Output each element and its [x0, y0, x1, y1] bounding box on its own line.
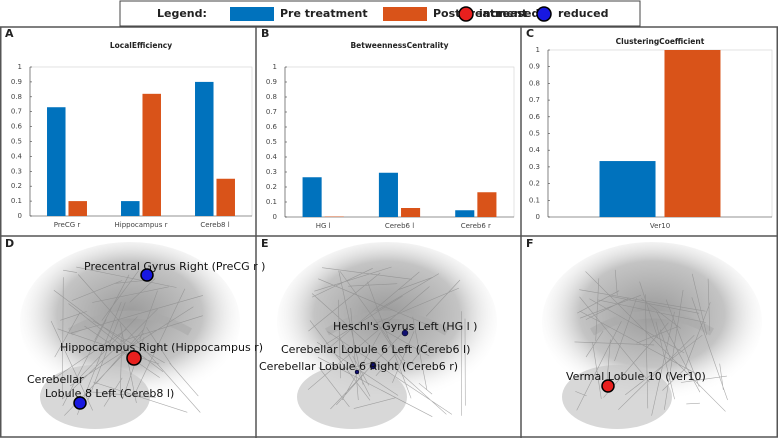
y-tick-label: 0 [536, 213, 540, 221]
x-tick-label: PreCG r [54, 221, 81, 229]
legend-label: reduced [558, 7, 608, 20]
y-tick-label: 0 [18, 212, 22, 220]
y-tick-label: 0.4 [529, 146, 541, 154]
legend-label: increased [479, 7, 539, 20]
x-tick-label: Ver10 [650, 222, 670, 230]
y-tick-label: 0.6 [529, 113, 541, 121]
bar [142, 94, 161, 216]
y-tick-label: 0.5 [529, 130, 540, 138]
panel-label: F [526, 237, 534, 250]
x-tick-label: HG l [316, 222, 331, 230]
bar [47, 107, 66, 216]
y-tick-label: 0.6 [266, 123, 278, 131]
brain-node [355, 370, 359, 374]
y-tick-label: 0.3 [266, 168, 277, 176]
legend-title: Legend: [157, 7, 207, 20]
y-tick-label: 0.8 [11, 93, 22, 101]
y-tick-label: 0.5 [266, 138, 277, 146]
panel-label: D [5, 237, 14, 250]
legend-marker [537, 7, 551, 21]
chart-title: BetweennessCentrality [350, 41, 448, 50]
legend-swatch [230, 7, 274, 21]
y-tick-label: 0.2 [266, 183, 277, 191]
y-tick-label: 0.2 [11, 182, 22, 190]
y-tick-label: 0.3 [529, 163, 540, 171]
bar [68, 201, 87, 216]
brain-node [127, 351, 141, 365]
node-label: Cerebellar [27, 373, 84, 386]
y-tick-label: 0.2 [529, 180, 540, 188]
y-tick-label: 0.5 [11, 138, 22, 146]
node-label: Lobule 8 Left (Cereb8 l) [45, 387, 174, 400]
bar [455, 210, 474, 217]
y-tick-label: 0.8 [529, 79, 540, 87]
chart-title: ClusteringCoefficient [616, 37, 705, 46]
y-tick-label: 0 [273, 213, 277, 221]
y-tick-label: 0.9 [266, 78, 277, 86]
node-label: Precentral Gyrus Right (PreCG r ) [84, 260, 265, 273]
y-tick-label: 0.7 [11, 108, 22, 116]
x-tick-label: Cereb6 l [385, 222, 414, 230]
bar [401, 208, 420, 217]
legend-marker [459, 7, 473, 21]
y-tick-label: 0.1 [529, 196, 540, 204]
node-label: Hippocampus Right (Hippocampus r) [60, 341, 263, 354]
y-tick-label: 0.7 [266, 108, 277, 116]
bar [477, 192, 496, 217]
panel-label: E [261, 237, 269, 250]
y-tick-label: 0.1 [11, 197, 22, 205]
bar [216, 179, 235, 216]
panel-label: C [526, 27, 534, 40]
bar [303, 177, 322, 217]
bar [195, 82, 214, 216]
y-tick-label: 1 [536, 46, 540, 54]
node-label: Cerebellar Lobule 6 Left (Cereb6 l) [281, 343, 470, 356]
x-tick-label: Hippocampus r [115, 221, 168, 229]
y-tick-label: 1 [273, 63, 277, 71]
x-tick-label: Cereb6 r [461, 222, 491, 230]
bar [600, 161, 656, 217]
bar [379, 173, 398, 217]
legend-label: Pre treatment [280, 7, 368, 20]
brain-node [141, 269, 153, 281]
chart-title: LocalEfficiency [110, 41, 172, 50]
y-tick-label: 0.7 [529, 96, 540, 104]
node-label: Vermal Lobule 10 (Ver10) [566, 370, 706, 383]
y-tick-label: 0.4 [11, 152, 23, 160]
panel-label: A [5, 27, 14, 40]
y-tick-label: 0.9 [529, 63, 540, 71]
panel-label: B [261, 27, 269, 40]
y-tick-label: 0.9 [11, 78, 22, 86]
y-tick-label: 0.6 [11, 123, 23, 131]
y-tick-label: 0.8 [266, 93, 277, 101]
brain-node [402, 330, 408, 336]
y-tick-label: 0.1 [266, 198, 277, 206]
legend-swatch [383, 7, 427, 21]
brain-node [74, 397, 86, 409]
brain-node [602, 380, 614, 392]
plot-area [548, 50, 772, 217]
y-tick-label: 0.3 [11, 167, 22, 175]
y-tick-label: 0.4 [266, 153, 278, 161]
bar [664, 50, 720, 217]
bar [121, 201, 139, 216]
y-tick-label: 1 [18, 63, 22, 71]
x-tick-label: Cereb8 l [200, 221, 229, 229]
